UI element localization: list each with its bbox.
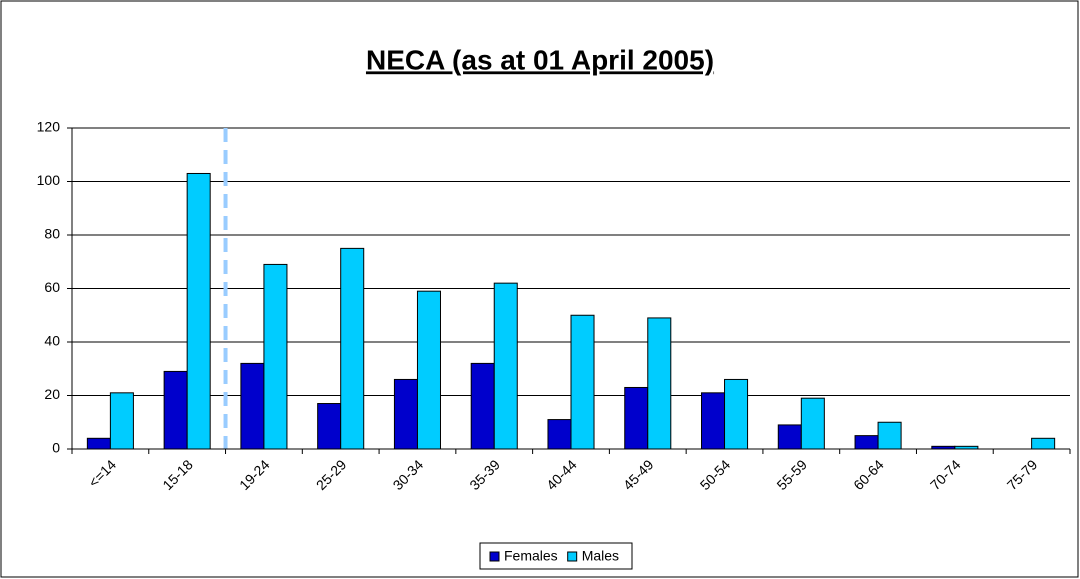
bar <box>416 290 441 450</box>
legend-label: Females <box>504 548 558 564</box>
y-tick-label: 40 <box>44 333 60 349</box>
bar <box>109 392 134 450</box>
bar <box>493 282 518 450</box>
bar <box>570 314 595 450</box>
bar <box>701 392 726 450</box>
bar <box>647 317 672 450</box>
legend-box <box>479 542 633 570</box>
y-tick-label: 60 <box>44 279 60 295</box>
bar <box>854 435 879 450</box>
bar <box>547 419 572 450</box>
bar <box>724 378 749 450</box>
legend-label: Males <box>582 548 619 564</box>
bar <box>186 172 211 450</box>
bar <box>800 397 825 450</box>
bar <box>317 403 342 450</box>
legend-swatch <box>489 551 500 562</box>
legend-swatch <box>567 551 578 562</box>
chart-title: NECA (as at 01 April 2005) <box>366 44 714 75</box>
y-tick-label: 20 <box>44 386 60 402</box>
y-tick-label: 0 <box>52 440 60 456</box>
y-tick-label: 80 <box>44 226 60 242</box>
bar <box>470 362 495 450</box>
bar <box>393 378 418 450</box>
y-tick-label: 120 <box>37 119 61 135</box>
bar <box>163 370 188 450</box>
bar <box>624 386 649 450</box>
bar <box>877 421 902 450</box>
bar <box>340 247 365 450</box>
bar <box>86 437 111 450</box>
bar <box>263 263 288 450</box>
bar <box>1031 437 1056 450</box>
y-tick-label: 100 <box>37 172 61 188</box>
bar <box>240 362 265 450</box>
bar <box>777 424 802 450</box>
